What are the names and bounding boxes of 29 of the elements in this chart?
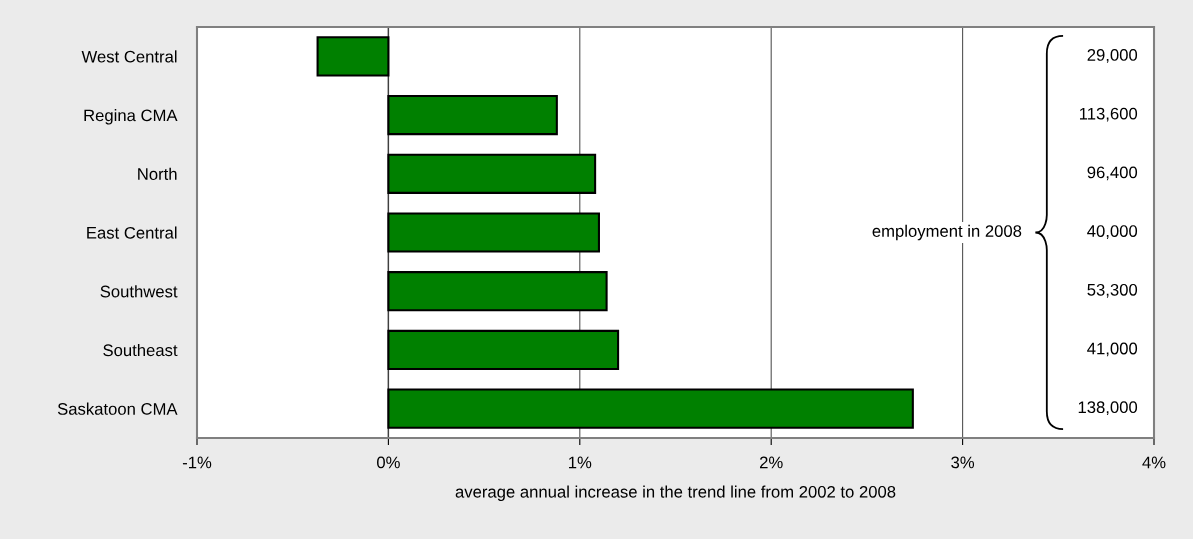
annotation: 53,300 [1087,283,1138,298]
bar [387,271,608,312]
x-tick-label: 1% [569,456,592,469]
annotation: 40,000 [1087,225,1138,239]
x-tick-label: 0% [377,456,400,469]
x-tick-label: 3% [951,456,975,469]
annotation: 113,600 [1079,107,1138,122]
x-tick-label: 2% [759,456,783,469]
annotation: 41,000 [1087,342,1138,357]
x-tick-label: -1% [182,456,212,469]
bar [387,153,597,194]
y-tick-label: Southwest [100,285,178,298]
annotation: 29,000 [1087,49,1138,63]
annotation: 138,000 [1078,401,1138,416]
x-tick-label: 4% [1142,456,1166,469]
bar [387,94,558,136]
y-tick-label: West Central [81,50,177,63]
y-tick-label: Regina CMA [84,109,178,125]
bar [316,36,390,77]
bar [387,212,600,253]
x-axis-title: average annual increase in the trend line from 2002 to 2008 [455,485,896,502]
annotation: employment in 2008 [872,224,1022,241]
y-tick-label: East Central [87,226,177,239]
bar [387,388,914,429]
bar [387,329,620,371]
y-tick-label: Southeast [103,343,178,357]
y-tick-label: North [138,167,177,180]
annotation: 96,400 [1087,166,1138,181]
y-tick-label: Saskatoon CMA [57,402,178,415]
